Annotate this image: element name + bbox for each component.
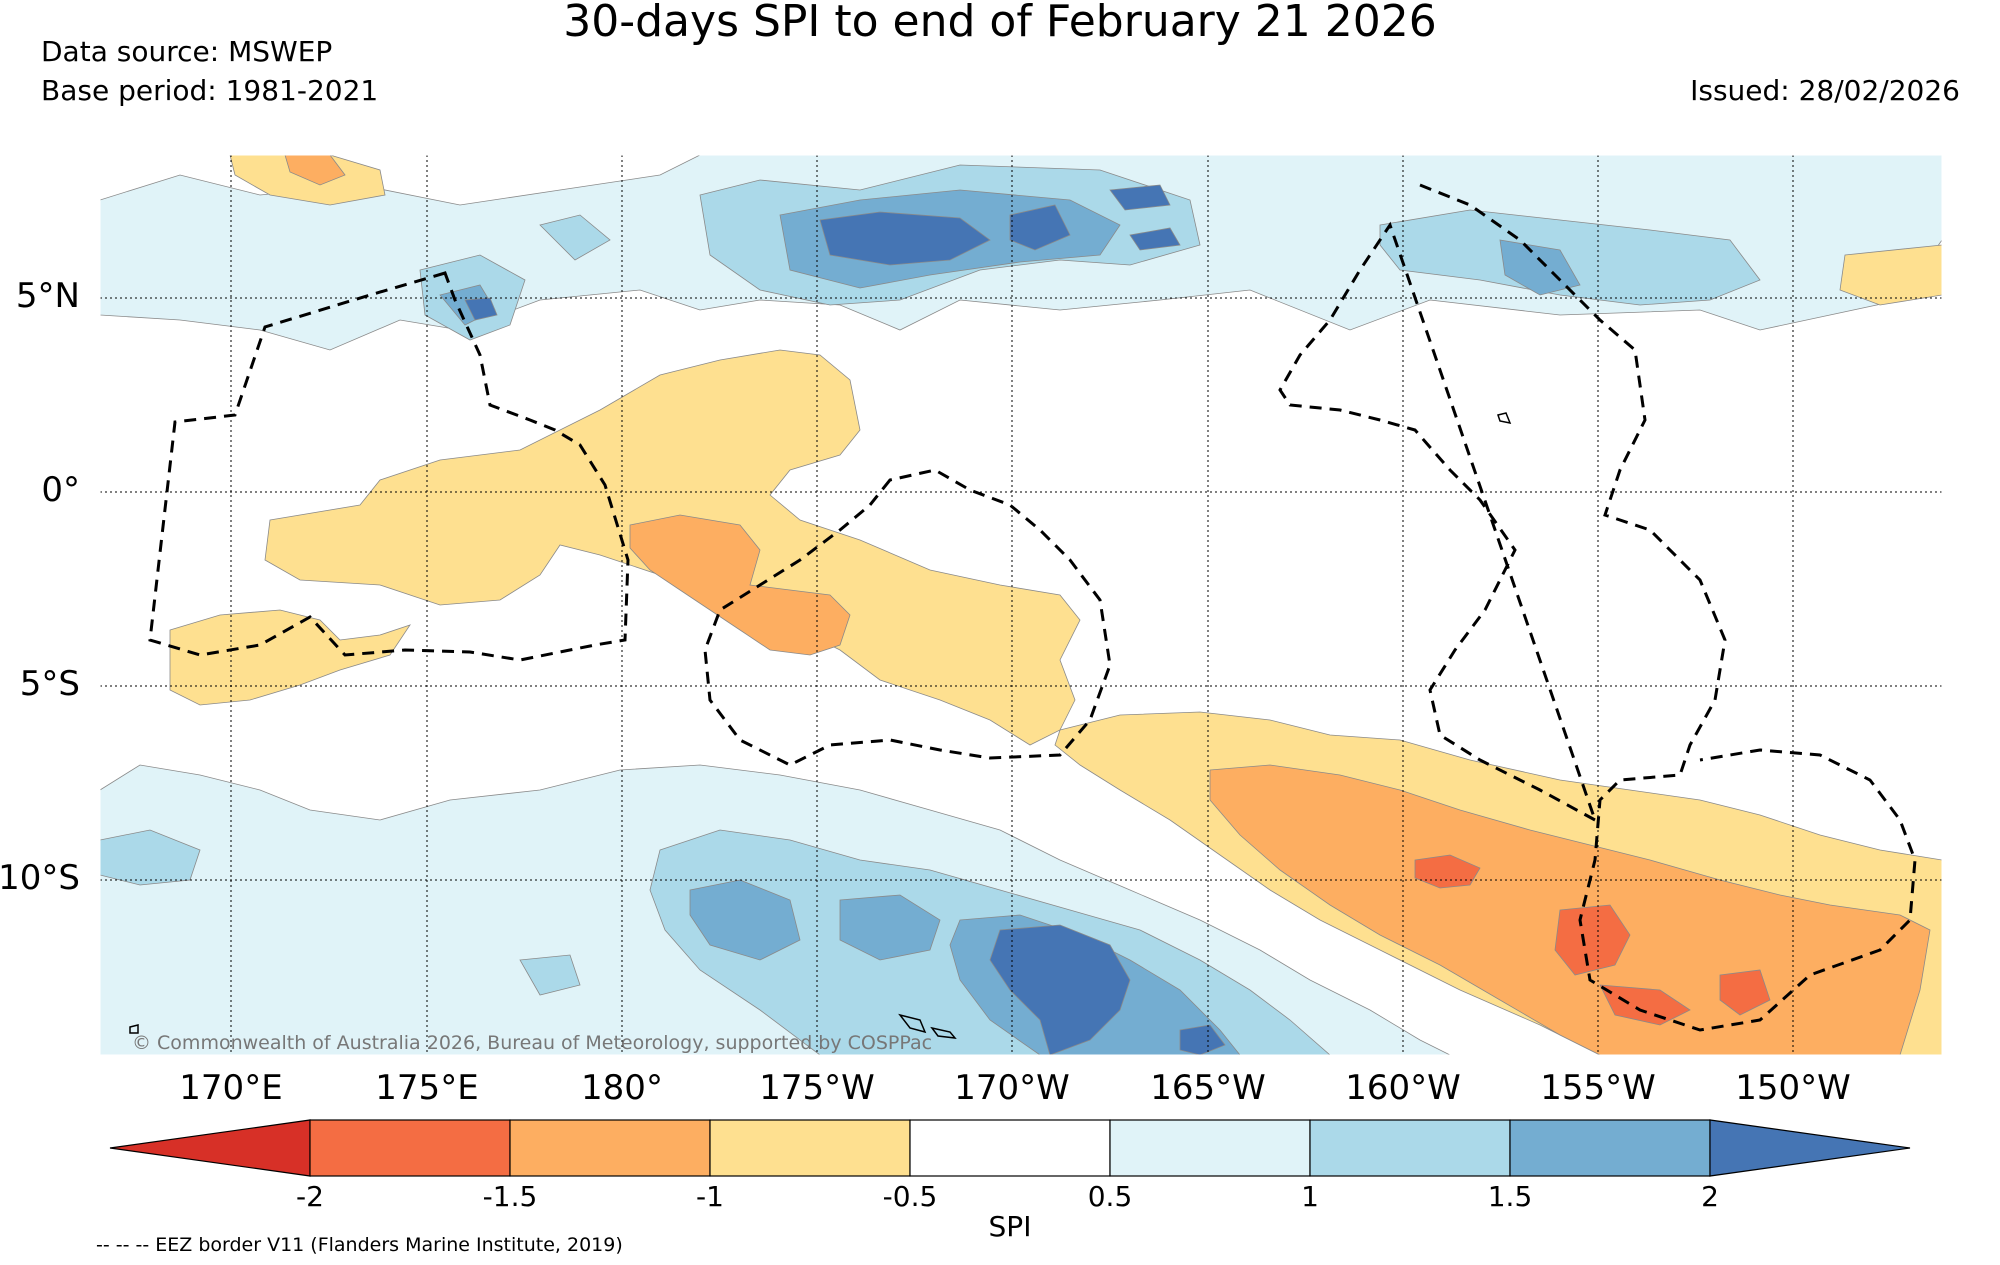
lon-label-155w: 155°W <box>1540 1068 1656 1108</box>
map-plot-area <box>100 155 1942 1055</box>
colorbar-segment-1-5-to-2 <box>1509 1119 1711 1177</box>
colorbar-segment-minus-1-to-minus-0-5 <box>709 1119 911 1177</box>
lon-label-150w: 150°W <box>1735 1068 1851 1108</box>
spi-region-north-wet-dark <box>439 189 1581 326</box>
colorbar-segment-minus-2-to-minus-1-5 <box>309 1119 511 1177</box>
eez-border-tokelau <box>703 468 1112 767</box>
spi-region-central-dry-mod <box>629 514 851 656</box>
colorbar-tick-minus-1: -1 <box>696 1180 724 1213</box>
data-source-label: Data source: MSWEP <box>41 35 333 68</box>
lon-label-170e: 170°E <box>179 1068 283 1108</box>
lon-label-175e: 175°E <box>375 1068 479 1108</box>
lat-label-5n: 5°N <box>15 276 80 316</box>
colorbar-segment-0-5-to-1 <box>1109 1119 1311 1177</box>
colorbar-segment-normal <box>909 1119 1111 1177</box>
colorbar-segment-above-2 <box>1709 1119 1911 1177</box>
graticule <box>100 155 1942 1055</box>
lat-label-10s: 10°S <box>0 858 80 898</box>
lat-label-equator: 0° <box>41 470 80 510</box>
colorbar-segment-minus-1-5-to-minus-1 <box>509 1119 711 1177</box>
spi-region-north-dry-mod <box>284 155 346 186</box>
eez-border-kiribati-gilbert <box>148 271 630 662</box>
lon-label-180: 180° <box>581 1068 663 1108</box>
colorbar <box>109 1119 1911 1177</box>
spi-region-east-dry <box>1839 244 1942 306</box>
map-title: 30-days SPI to end of February 21 2026 <box>563 0 1437 47</box>
map-frame <box>99 154 1943 1056</box>
eez-border-kiribati-line <box>1278 183 1917 1032</box>
colorbar-label: SPI <box>988 1210 1032 1243</box>
colorbar-segment-1-to-1-5 <box>1309 1119 1511 1177</box>
colorbar-tick-1-5: 1.5 <box>1487 1180 1533 1213</box>
eez-legend-note: -- -- -- EEZ border V11 (Flanders Marine… <box>96 1234 623 1256</box>
eez-borders <box>148 183 1917 1032</box>
colorbar-tick-minus-0-5: -0.5 <box>882 1180 938 1213</box>
copyright-notice: © Commonwealth of Australia 2026, Bureau… <box>132 1032 933 1054</box>
lon-label-165w: 165°W <box>1150 1068 1266 1108</box>
spi-region-central-dry <box>169 349 1081 746</box>
lon-label-175w: 175°W <box>759 1068 875 1108</box>
spi-region-southwest-wet-core <box>989 924 1226 1055</box>
spi-region-north-wet-core <box>464 184 1181 321</box>
colorbar-segment-below-minus-2 <box>109 1119 311 1177</box>
colorbar-tick-1: 1 <box>1301 1180 1319 1213</box>
base-period-label: Base period: 1981-2021 <box>41 74 379 107</box>
issued-date-label: Issued: 28/02/2026 <box>1690 74 1960 107</box>
spi-region-southeast-dry-sev <box>1414 854 1771 1026</box>
lat-label-5s: 5°S <box>19 664 80 704</box>
colorbar-tick-0-5: 0.5 <box>1087 1180 1133 1213</box>
island-outlines <box>129 412 1512 1039</box>
colorbar-tick-minus-1-5: -1.5 <box>482 1180 538 1213</box>
lon-label-160w: 160°W <box>1345 1068 1461 1108</box>
lon-label-170w: 170°W <box>954 1068 1070 1108</box>
colorbar-tick-minus-2: -2 <box>296 1180 324 1213</box>
colorbar-tick-2: 2 <box>1701 1180 1719 1213</box>
